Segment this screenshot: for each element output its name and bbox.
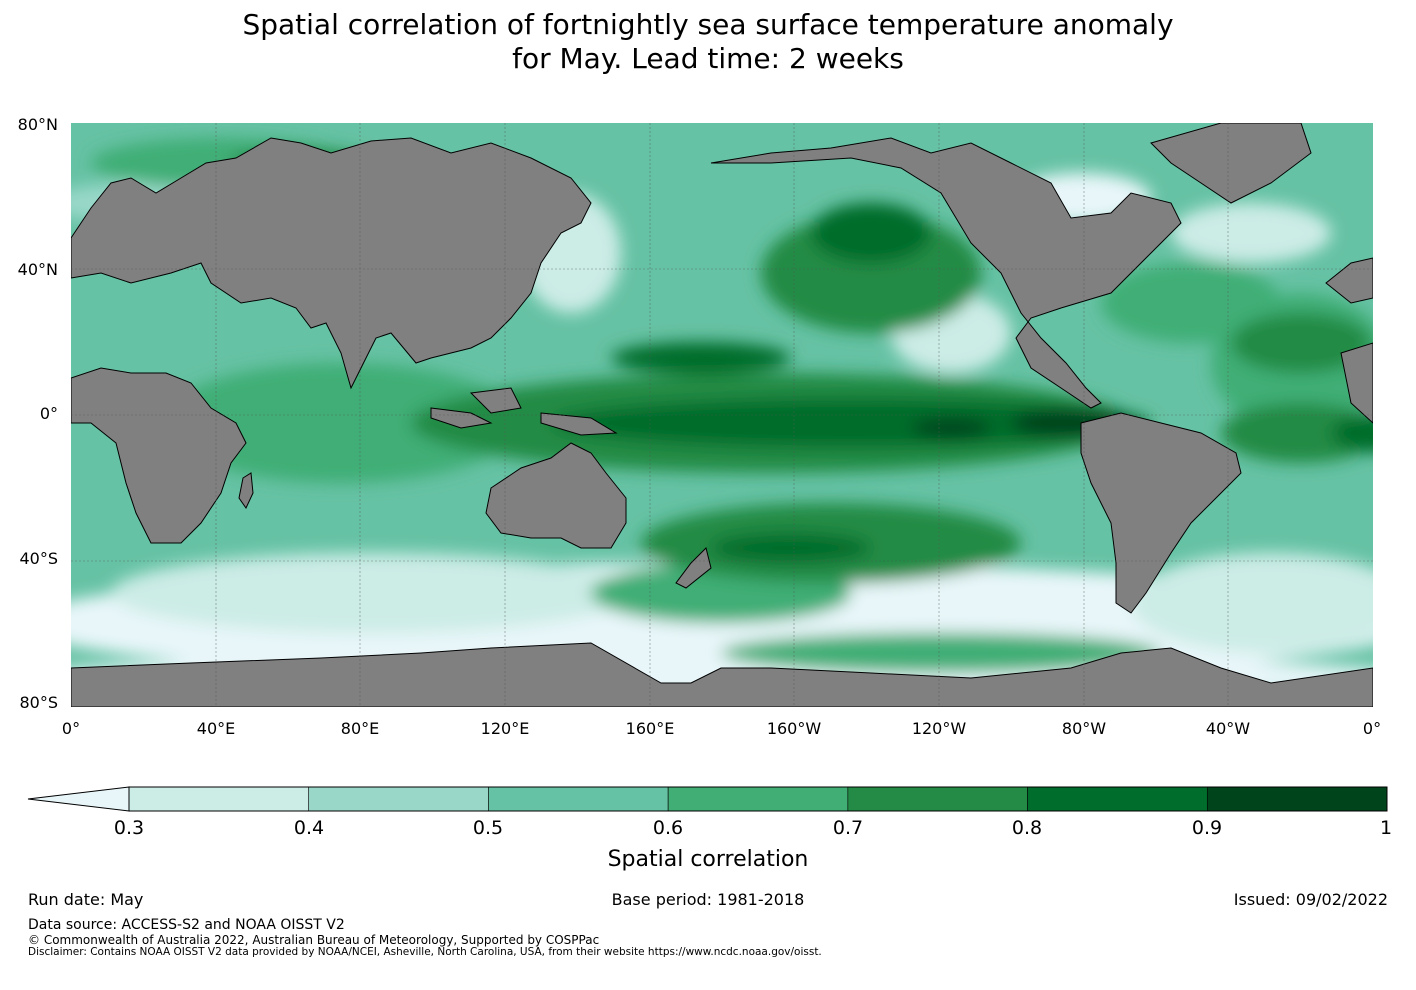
colorbar-bin-0.6-0.7	[667, 786, 849, 812]
land-sumatra	[430, 407, 493, 429]
colorbar-tick-1: 1	[1379, 817, 1393, 839]
issued-date: Issued: 09/02/2022	[1233, 890, 1388, 909]
colorbar-tick-0.9: 0.9	[1191, 817, 1223, 839]
lon-label-120e: 120°E	[480, 719, 530, 738]
colorbar-tick-0.3: 0.3	[113, 817, 145, 839]
lat-label-80n: 80°N	[17, 115, 58, 134]
correlation-map	[71, 123, 1373, 707]
lat-label-40n: 40°N	[17, 260, 58, 279]
land-madagascar	[238, 472, 254, 509]
lat-label-80s: 80°S	[19, 693, 58, 712]
colorbar-bin-0.8-0.9	[1027, 786, 1208, 812]
lon-label-160w: 160°W	[766, 719, 822, 738]
land-borneo	[469, 387, 522, 414]
lon-label-40w: 40°W	[1205, 719, 1251, 738]
lon-label-120w: 120°W	[911, 719, 967, 738]
colorbar-title: Spatial correlation	[607, 847, 809, 872]
colorbar-tick-0.7: 0.7	[832, 817, 864, 839]
data-source: Data source: ACCESS-S2 and NOAA OISST V2	[28, 917, 345, 933]
lon-label-160e: 160°E	[625, 719, 675, 738]
copyright: © Commonwealth of Australia 2022, Austra…	[28, 933, 600, 947]
land-south-america	[1080, 412, 1242, 614]
colorbar-bin-0.7-0.8	[847, 786, 1028, 812]
lat-label-40s: 40°S	[19, 549, 58, 568]
land-new-guinea	[540, 412, 618, 436]
lon-label-80w: 80°W	[1061, 719, 1107, 738]
land-iberia	[1325, 257, 1373, 304]
colorbar-tick-0.5: 0.5	[472, 817, 504, 839]
land-west-africa	[1340, 342, 1373, 424]
land-greenland	[1150, 123, 1312, 204]
colorbar-bin-0.4-0.5	[308, 786, 489, 812]
land-africa	[71, 367, 247, 544]
land-masses	[71, 123, 1373, 707]
lon-label-0-east: 0°	[1362, 719, 1382, 738]
land-eurasia	[71, 137, 592, 390]
colorbar-tick-0.8: 0.8	[1011, 817, 1043, 839]
land-antarctica	[71, 642, 1373, 707]
colorbar-bin-0.9-1	[1206, 786, 1388, 812]
title-line-1: Spatial correlation of fortnightly sea s…	[242, 8, 1174, 41]
colorbar-under-triangle	[27, 786, 130, 812]
colorbar-bin-0.5-0.6	[488, 786, 669, 812]
title-line-2: for May. Lead time: 2 weeks	[512, 42, 904, 75]
colorbar-bin-0.3-0.4	[128, 786, 310, 812]
lon-label-80e: 80°E	[340, 719, 380, 738]
colorbar-tick-0.6: 0.6	[652, 817, 684, 839]
lon-label-40e: 40°E	[196, 719, 236, 738]
colorbar-tick-0.4: 0.4	[293, 817, 325, 839]
graticule	[71, 123, 1373, 707]
chart-title: Spatial correlation of fortnightly sea s…	[0, 8, 1416, 76]
land-australia	[485, 442, 627, 549]
run-date: Run date: May	[28, 890, 144, 909]
lat-label-0: 0°	[39, 404, 58, 423]
disclaimer: Disclaimer: Contains NOAA OISST V2 data …	[28, 946, 822, 958]
lon-label-0: 0°	[61, 719, 81, 738]
base-period: Base period: 1981-2018	[611, 890, 805, 909]
land-new-zealand	[675, 547, 712, 589]
colorbar	[27, 786, 1388, 812]
land-north-america	[710, 137, 1182, 409]
